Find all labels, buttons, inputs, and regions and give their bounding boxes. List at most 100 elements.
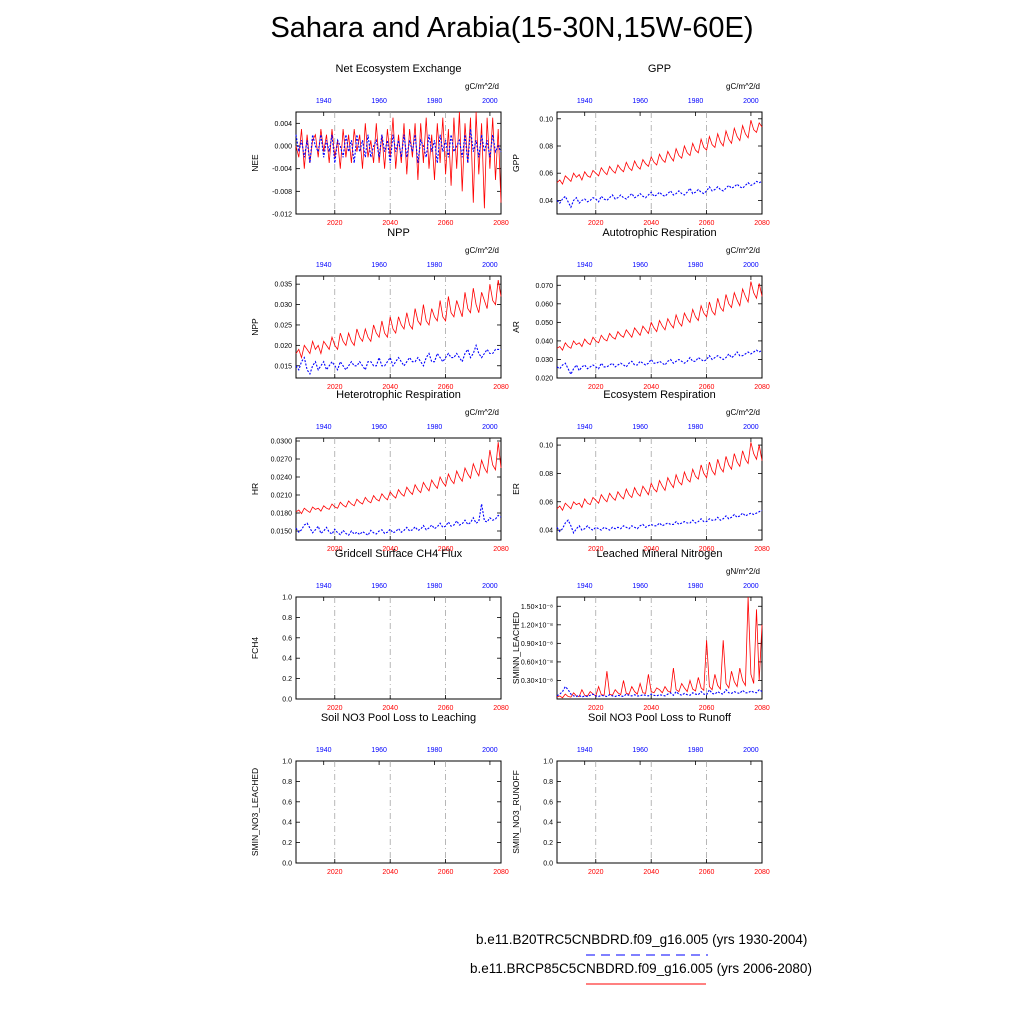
x-top-tick-label: 1980 xyxy=(427,747,443,754)
plot-frame xyxy=(295,437,502,541)
panel-units: gC/m^2/d xyxy=(465,82,499,91)
x-top-tick-label: 1980 xyxy=(688,424,704,431)
y-tick-label: 0.0210 xyxy=(271,493,293,500)
y-tick-label: 0.0300 xyxy=(271,439,293,446)
panel-title: Net Ecosystem Exchange xyxy=(336,63,462,75)
y-axis-label: AR xyxy=(511,321,521,333)
y-axis-label: NPP xyxy=(250,318,260,336)
x-bottom-tick-label: 2060 xyxy=(699,869,715,876)
series-line-rcp85 xyxy=(556,442,763,512)
figure-title: Sahara and Arabia(15-30N,15W-60E) xyxy=(270,12,754,44)
x-top-tick-label: 2000 xyxy=(482,583,498,590)
x-bottom-tick-label: 2080 xyxy=(493,546,509,553)
x-bottom-tick-label: 2080 xyxy=(754,384,770,391)
x-top-tick-label: 1940 xyxy=(316,747,332,754)
y-tick-label: 0.6 xyxy=(543,799,553,806)
x-top-tick-label: 1960 xyxy=(632,98,648,105)
x-top-tick-label: 1960 xyxy=(632,583,648,590)
x-top-tick-label: 1960 xyxy=(632,747,648,754)
x-top-tick-label: 1940 xyxy=(316,424,332,431)
y-tick-label: 0.040 xyxy=(535,338,553,345)
x-top-tick-label: 1980 xyxy=(688,98,704,105)
y-tick-label: 0.06 xyxy=(539,499,553,506)
panel-title: Soil NO3 Pool Loss to Leaching xyxy=(321,712,476,724)
panel-title: NPP xyxy=(387,227,410,239)
panel-title: Heterotrophic Respiration xyxy=(336,389,461,401)
y-tick-label: 0.0 xyxy=(543,861,553,868)
panel-4: Heterotrophic Respiration gC/m^2/d 2020 204… xyxy=(250,389,509,553)
x-top-tick-label: 1960 xyxy=(371,583,387,590)
x-bottom-tick-label: 2020 xyxy=(588,705,604,712)
plot-frame xyxy=(295,760,502,864)
y-axis-label: GPP xyxy=(511,154,521,172)
x-bottom-tick-label: 2040 xyxy=(643,384,659,391)
y-tick-label: 0.020 xyxy=(274,343,292,350)
x-top-tick-label: 1980 xyxy=(427,98,443,105)
y-tick-label: 0.0 xyxy=(282,861,292,868)
panel-units: gC/m^2/d xyxy=(726,82,760,91)
series-line-rcp85 xyxy=(556,120,763,186)
x-bottom-tick-label: 2040 xyxy=(643,705,659,712)
y-tick-label: 0.08 xyxy=(539,471,553,478)
plot-frame xyxy=(295,596,502,700)
y-tick-label: 0.10 xyxy=(539,443,553,450)
y-tick-label: 0.030 xyxy=(535,357,553,364)
x-bottom-tick-label: 2020 xyxy=(327,869,343,876)
panel-3: Autotrophic Respiration gC/m^2/d 2020 2040 2… xyxy=(511,227,770,391)
panel-8: Soil NO3 Pool Loss to Leaching 2020 2040 20… xyxy=(250,712,509,876)
x-top-tick-label: 2000 xyxy=(482,424,498,431)
panel-1: GPP gC/m^2/d 2020 2040 2060 2080 1940 1960 1980 2… xyxy=(511,63,770,227)
x-top-tick-label: 1980 xyxy=(427,262,443,269)
y-axis-label: HR xyxy=(250,483,260,495)
series-line-historical xyxy=(556,509,763,535)
series-line-rcp85 xyxy=(295,442,502,515)
panel-title: Autotrophic Respiration xyxy=(602,227,716,239)
x-top-tick-label: 2000 xyxy=(743,424,759,431)
x-bottom-tick-label: 2080 xyxy=(493,869,509,876)
y-tick-label: 0.070 xyxy=(535,283,553,290)
y-tick-label: 0.0270 xyxy=(271,457,293,464)
plot-frame xyxy=(556,437,763,541)
panel-units: gN/m^2/d xyxy=(726,567,760,576)
x-bottom-tick-label: 2020 xyxy=(588,384,604,391)
y-tick-label: 0.8 xyxy=(543,779,553,786)
x-bottom-tick-label: 2080 xyxy=(493,220,509,227)
panel-title: Ecosystem Respiration xyxy=(603,389,716,401)
panel-units: gC/m^2/d xyxy=(726,408,760,417)
x-top-tick-label: 2000 xyxy=(482,262,498,269)
x-bottom-tick-label: 2040 xyxy=(382,705,398,712)
y-tick-label: 0.04 xyxy=(539,528,553,535)
x-bottom-tick-label: 2060 xyxy=(438,384,454,391)
series-line-historical xyxy=(556,349,763,376)
panel-title: Gridcell Surface CH4 Flux xyxy=(335,548,463,560)
panel-title: Leached Mineral Nitrogen xyxy=(597,548,723,560)
x-bottom-tick-label: 2040 xyxy=(382,220,398,227)
x-top-tick-label: 1960 xyxy=(371,424,387,431)
x-bottom-tick-label: 2040 xyxy=(382,384,398,391)
x-top-tick-label: 1940 xyxy=(577,262,593,269)
plot-frame xyxy=(556,111,763,215)
y-tick-label: 0.000 xyxy=(274,144,292,151)
y-tick-label: 0.10 xyxy=(539,116,553,123)
x-bottom-tick-label: 2020 xyxy=(588,546,604,553)
panel-units: gC/m^2/d xyxy=(465,246,499,255)
x-top-tick-label: 1980 xyxy=(427,583,443,590)
y-tick-label: 0.30×10⁻⁸ xyxy=(521,678,553,685)
plot-frame xyxy=(556,275,763,379)
x-top-tick-label: 1940 xyxy=(316,262,332,269)
y-axis-label: SMINN_LEACHED xyxy=(511,612,521,684)
plot-frame xyxy=(295,275,502,379)
x-top-tick-label: 1960 xyxy=(371,98,387,105)
legend-entry-rcp85: b.e11.BRCP85C5CNBDRD.f09_g16.005 (yrs 20… xyxy=(470,961,812,976)
x-top-tick-label: 2000 xyxy=(743,262,759,269)
x-bottom-tick-label: 2080 xyxy=(493,384,509,391)
x-top-tick-label: 2000 xyxy=(743,747,759,754)
x-top-tick-label: 1980 xyxy=(688,583,704,590)
series-line-rcp85 xyxy=(295,280,502,360)
x-bottom-tick-label: 2060 xyxy=(438,705,454,712)
y-tick-label: 1.50×10⁻⁸ xyxy=(521,604,553,611)
x-bottom-tick-label: 2020 xyxy=(588,869,604,876)
